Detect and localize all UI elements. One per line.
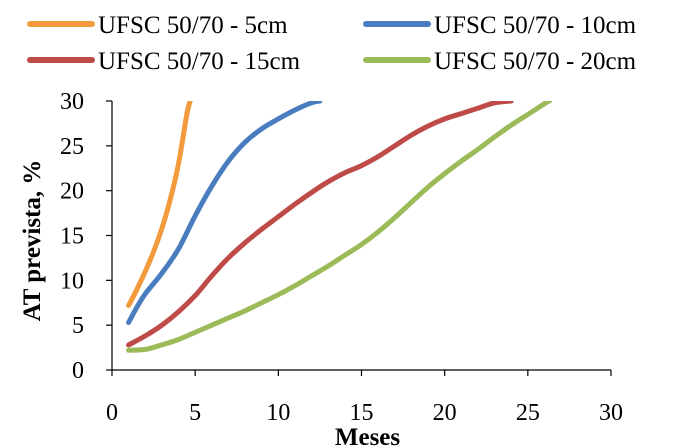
- y-tick-label: 0: [72, 358, 84, 384]
- legend-label: UFSC 50/70 - 15cm: [98, 48, 301, 75]
- y-tick-label: 5: [72, 313, 84, 339]
- axes: 0 5 10 15 20 25 30 0 5 10 15 20 25 30: [60, 89, 623, 426]
- chart-legend: UFSC 50/70 - 5cm UFSC 50/70 - 10cm UFSC 50…: [27, 12, 637, 75]
- y-axis-title: AT prevista, %: [19, 160, 46, 322]
- x-tick-label: 20: [433, 400, 457, 426]
- x-tick-label: 30: [599, 400, 623, 426]
- y-tick-label: 30: [60, 89, 84, 115]
- plot-lines: [126, 101, 552, 353]
- x-tick-label: 10: [266, 400, 290, 426]
- series-line-3: [126, 101, 514, 348]
- y-tick-label: 25: [60, 134, 84, 160]
- x-tick-label: 15: [350, 400, 374, 426]
- legend-label: UFSC 50/70 - 20cm: [434, 48, 637, 75]
- y-tick-label: 15: [60, 224, 84, 250]
- series-line-1: [126, 101, 193, 308]
- series-line-2: [126, 101, 323, 325]
- y-tick-label: 10: [60, 268, 84, 294]
- x-axis-ticks: 0 5 10 15 20 25 30: [106, 370, 623, 426]
- y-tick-label: 20: [60, 179, 84, 205]
- legend-label: UFSC 50/70 - 5cm: [98, 12, 288, 39]
- legend-label: UFSC 50/70 - 10cm: [434, 12, 637, 39]
- x-tick-label: 5: [189, 400, 201, 426]
- x-tick-label: 25: [516, 400, 540, 426]
- x-tick-label: 0: [106, 400, 118, 426]
- y-axis-ticks: 0 5 10 15 20 25 30: [60, 89, 112, 384]
- series-line-4: [126, 101, 552, 353]
- x-axis-title: Meses: [335, 424, 401, 447]
